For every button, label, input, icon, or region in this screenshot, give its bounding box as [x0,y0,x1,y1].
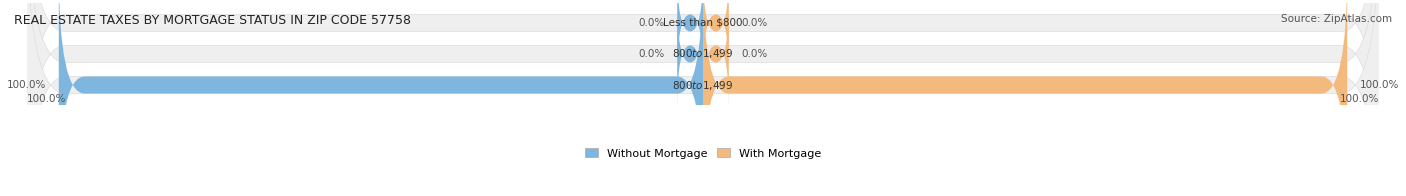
Legend: Without Mortgage, With Mortgage: Without Mortgage, With Mortgage [581,144,825,163]
FancyBboxPatch shape [27,0,1379,196]
Text: 100.0%: 100.0% [27,94,66,104]
Text: 0.0%: 0.0% [638,49,665,59]
FancyBboxPatch shape [27,0,1379,196]
FancyBboxPatch shape [27,0,1379,196]
Text: $800 to $1,499: $800 to $1,499 [672,47,734,61]
Text: 0.0%: 0.0% [741,18,768,28]
Text: Less than $800: Less than $800 [664,18,742,28]
Text: $800 to $1,499: $800 to $1,499 [672,79,734,92]
Text: 100.0%: 100.0% [1340,94,1379,104]
Text: REAL ESTATE TAXES BY MORTGAGE STATUS IN ZIP CODE 57758: REAL ESTATE TAXES BY MORTGAGE STATUS IN … [14,14,411,27]
Text: Source: ZipAtlas.com: Source: ZipAtlas.com [1281,14,1392,24]
Text: 100.0%: 100.0% [7,80,46,90]
FancyBboxPatch shape [678,0,703,108]
FancyBboxPatch shape [678,0,703,76]
FancyBboxPatch shape [703,0,728,76]
FancyBboxPatch shape [703,0,1347,196]
FancyBboxPatch shape [59,0,703,196]
Text: 100.0%: 100.0% [1360,80,1399,90]
Text: 0.0%: 0.0% [638,18,665,28]
Text: 0.0%: 0.0% [741,49,768,59]
FancyBboxPatch shape [703,0,728,108]
